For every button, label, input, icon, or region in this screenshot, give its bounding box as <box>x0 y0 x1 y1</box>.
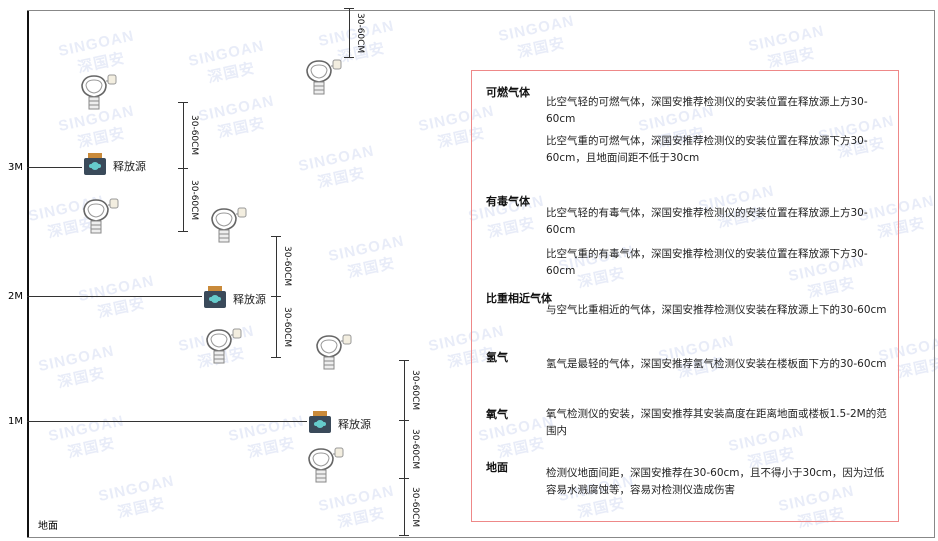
watermark-logo: SINGOAN 深国安 <box>186 37 266 90</box>
watermark-logo: SINGOAN 深国安 <box>36 342 116 395</box>
dimension-tick <box>399 360 409 361</box>
note-text: 比空气重的可燃气体，深国安推荐检测仪的安装位置在释放源下方30-60cm，且地面… <box>546 135 868 164</box>
note-text: 与空气比重相近的气体，深国安推荐检测仪安装在释放源上下的30-60cm <box>546 304 887 316</box>
note-heading: 氢气 <box>486 351 508 364</box>
dimension-tick <box>271 236 281 237</box>
note-text: 检测仪地面间距，深国安推荐在30-60cm，且不得小于30cm，因为过低容易水溅… <box>546 467 885 496</box>
dimension-tick <box>399 420 409 421</box>
release-source-icon <box>82 152 108 176</box>
note-heading: 比重相近气体 <box>486 292 552 305</box>
release-source-icon <box>202 285 228 309</box>
dimension-line <box>183 168 184 231</box>
dimension-label: 30-60CM <box>189 115 199 156</box>
note-heading: 有毒气体 <box>486 195 530 208</box>
right-border <box>934 10 935 538</box>
watermark-logo: SINGOAN 深国安 <box>746 22 826 75</box>
dimension-line <box>404 420 405 478</box>
gas-detector-icon <box>305 446 345 490</box>
level-2m-line <box>27 296 202 297</box>
watermark-logo: SINGOAN 深国安 <box>196 92 276 145</box>
dimension-tick <box>271 357 281 358</box>
release-source-icon <box>307 410 333 434</box>
note-text: 比空气轻的可燃气体，深国安推荐检测仪的安装位置在释放源上方30-60cm <box>546 96 868 125</box>
watermark-logo: SINGOAN 深国安 <box>316 482 396 535</box>
wall-line <box>27 10 29 538</box>
notes-panel: 可燃气体比空气轻的可燃气体，深国安推荐检测仪的安装位置在释放源上方30-60cm… <box>471 70 899 522</box>
watermark-logo: SINGOAN 深国安 <box>296 142 376 195</box>
ground-label: 地面 <box>38 521 58 532</box>
dimension-line <box>183 102 184 168</box>
note-heading: 地面 <box>486 461 508 474</box>
note-heading: 氧气 <box>486 408 508 421</box>
dimension-label: 30-60CM <box>282 306 292 347</box>
watermark-logo: SINGOAN 深国安 <box>76 272 156 325</box>
dimension-label: 30-60CM <box>410 429 420 470</box>
level-1m-line <box>27 421 307 422</box>
floor-line <box>27 537 935 538</box>
dimension-tick <box>399 478 409 479</box>
gas-detector-icon <box>80 197 120 241</box>
note-text: 氧气检测仪的安装，深国安推荐其安装高度在距离地面或楼板1.5-2M的范围内 <box>546 408 887 437</box>
dimension-tick <box>344 57 354 58</box>
dimension-label: 30-60CM <box>410 486 420 527</box>
dimension-tick <box>399 535 409 536</box>
dimension-tick <box>271 296 281 297</box>
watermark-logo: SINGOAN 深国安 <box>496 12 576 65</box>
level-3m-line <box>27 167 82 168</box>
dimension-label: 30-60CM <box>410 370 420 411</box>
ceiling-line <box>27 10 935 11</box>
dimension-line <box>349 8 350 57</box>
gas-detector-icon <box>303 58 343 102</box>
gas-detector-icon <box>208 206 248 250</box>
dimension-label: 30-60CM <box>355 12 365 53</box>
dimension-line <box>404 478 405 535</box>
release-source-label: 释放源 <box>338 418 371 431</box>
level-3m-label: 3M <box>8 162 23 173</box>
note-heading: 可燃气体 <box>486 86 530 99</box>
gas-detector-icon <box>78 73 118 117</box>
dimension-line <box>276 296 277 357</box>
gas-detector-icon <box>203 327 243 371</box>
level-1m-label: 1M <box>8 416 23 427</box>
release-source-label: 释放源 <box>233 293 266 306</box>
gas-detector-icon <box>313 333 353 377</box>
note-text: 比空气轻的有毒气体，深国安推荐检测仪的安装位置在释放源上方30-60cm <box>546 207 868 236</box>
dimension-line <box>276 236 277 296</box>
release-source-label: 释放源 <box>113 160 146 173</box>
note-text: 氢气是最轻的气体，深国安推荐氢气检测仪安装在楼板面下方的30-60cm <box>546 358 887 370</box>
watermark-logo: SINGOAN 深国安 <box>326 232 406 285</box>
note-text: 比空气重的有毒气体，深国安推荐检测仪的安装位置在释放源下方30-60cm <box>546 248 868 277</box>
dimension-line <box>404 360 405 420</box>
level-2m-label: 2M <box>8 291 23 302</box>
dimension-label: 30-60CM <box>282 246 292 287</box>
dimension-tick <box>178 102 188 103</box>
watermark-logo: SINGOAN 深国安 <box>96 472 176 525</box>
dimension-tick <box>344 8 354 9</box>
dimension-tick <box>178 168 188 169</box>
dimension-tick <box>178 231 188 232</box>
dimension-label: 30-60CM <box>189 179 199 220</box>
